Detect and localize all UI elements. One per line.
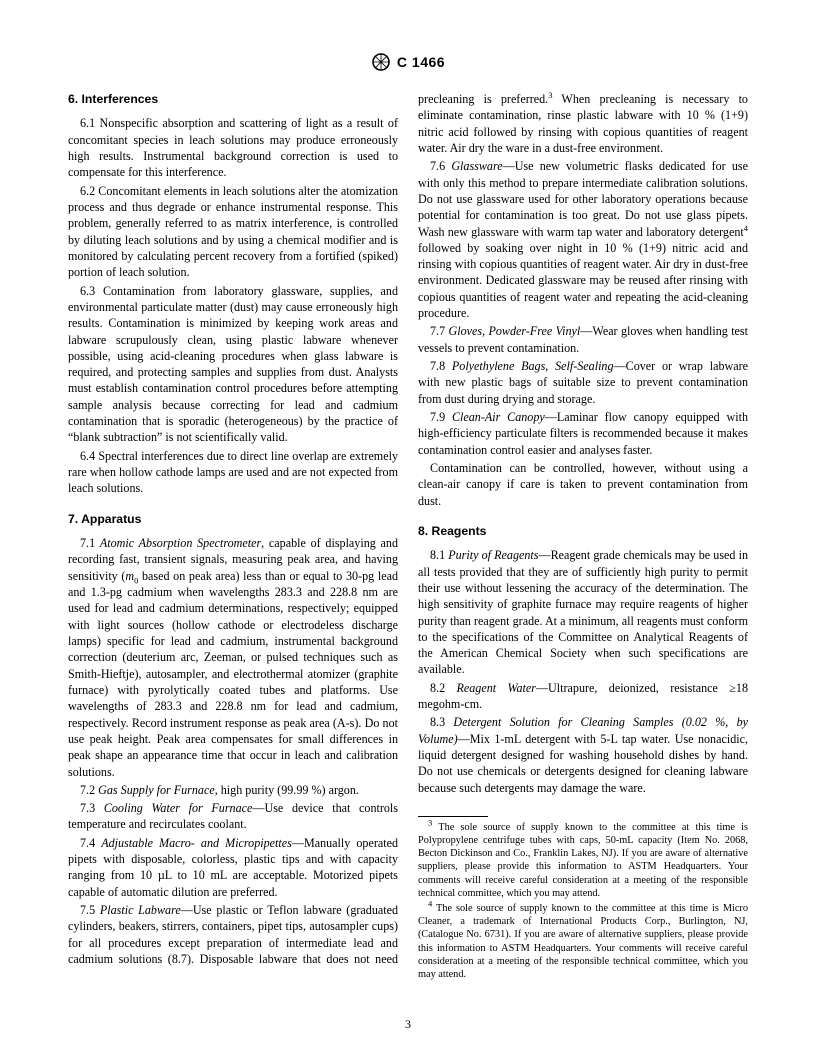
para-6.1: 6.1 Nonspecific absorption and scatterin… <box>68 115 398 180</box>
section-6-title: 6. Interferences <box>68 91 398 107</box>
para-7.3: 7.3 Cooling Water for Furnace—Use device… <box>68 800 398 833</box>
designation: C 1466 <box>397 54 445 70</box>
footnotes: 3 The sole source of supply known to the… <box>418 812 748 981</box>
para-8.1: 8.1 Purity of Reagents—Reagent grade che… <box>418 547 748 678</box>
astm-logo-icon <box>371 52 391 75</box>
para-7.1: 7.1 Atomic Absorption Spectrometer, capa… <box>68 535 398 780</box>
header: C 1466 <box>68 52 748 75</box>
para-7.2: 7.2 Gas Supply for Furnace, high purity … <box>68 782 398 798</box>
para-6.3: 6.3 Contamination from laboratory glassw… <box>68 283 398 446</box>
para-7.9: 7.9 Clean-Air Canopy—Laminar flow canopy… <box>418 409 748 458</box>
para-6.4: 6.4 Spectral interferences due to direct… <box>68 448 398 497</box>
section-7-title: 7. Apparatus <box>68 511 398 527</box>
section-8-title: 8. Reagents <box>418 523 748 539</box>
para-8.2: 8.2 Reagent Water—Ultrapure, deionized, … <box>418 680 748 713</box>
para-7-note: Contamination can be controlled, however… <box>418 460 748 509</box>
para-7.4: 7.4 Adjustable Macro- and Micropipettes—… <box>68 835 398 900</box>
para-7.7: 7.7 Gloves, Powder-Free Vinyl—Wear glove… <box>418 323 748 356</box>
footnote-4: 4 The sole source of supply known to the… <box>418 902 748 981</box>
para-7.6: 7.6 Glassware—Use new volumetric flasks … <box>418 158 748 321</box>
footnote-3: 3 The sole source of supply known to the… <box>418 821 748 900</box>
page-number: 3 <box>0 1017 816 1032</box>
para-8.3: 8.3 Detergent Solution for Cleaning Samp… <box>418 714 748 796</box>
para-6.2: 6.2 Concomitant elements in leach soluti… <box>68 183 398 281</box>
body-columns: 6. Interferences 6.1 Nonspecific absorpt… <box>68 91 748 981</box>
para-7.8: 7.8 Polyethylene Bags, Self-Sealing—Cove… <box>418 358 748 407</box>
